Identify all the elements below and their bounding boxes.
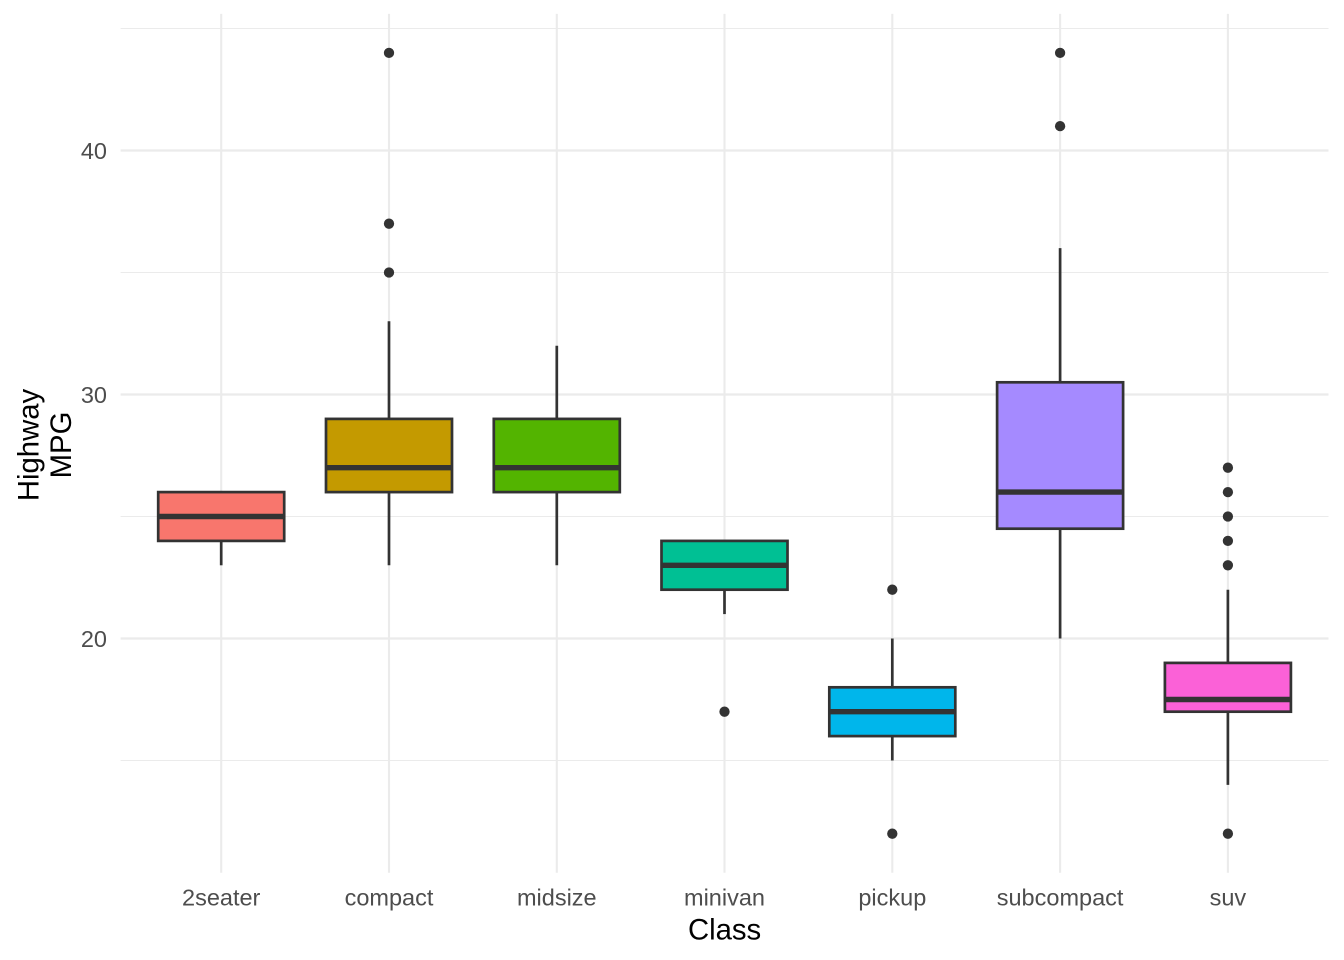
svg-text:suv: suv	[1210, 885, 1247, 911]
svg-text:minivan: minivan	[684, 885, 765, 911]
svg-text:20: 20	[81, 626, 107, 652]
svg-text:Class: Class	[688, 914, 761, 947]
svg-text:midsize: midsize	[517, 885, 597, 911]
svg-text:MPG: MPG	[45, 412, 78, 479]
svg-text:2seater: 2seater	[182, 885, 261, 911]
svg-text:pickup: pickup	[858, 885, 926, 911]
svg-text:30: 30	[81, 382, 107, 408]
svg-text:compact: compact	[345, 885, 434, 911]
svg-text:Highway: Highway	[12, 388, 45, 501]
svg-text:subcompact: subcompact	[997, 885, 1124, 911]
svg-text:40: 40	[81, 138, 107, 164]
